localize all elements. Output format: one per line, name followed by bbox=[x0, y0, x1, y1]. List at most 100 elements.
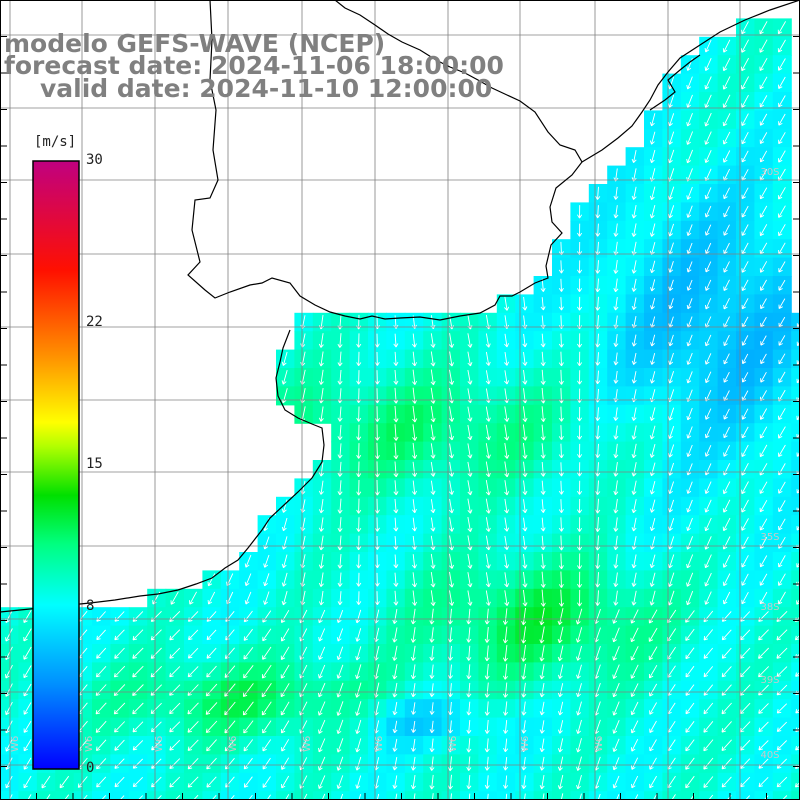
wind-arrow bbox=[393, 461, 399, 478]
wind-arrow bbox=[558, 425, 564, 440]
wind-arrow bbox=[504, 572, 510, 588]
wind-arrow bbox=[668, 444, 675, 458]
wind-arrow bbox=[539, 607, 545, 626]
wind-arrow bbox=[356, 554, 362, 569]
wind-arrow bbox=[337, 498, 343, 514]
wind-arrow bbox=[649, 720, 657, 733]
wind-arrow bbox=[557, 683, 564, 698]
wind-arrow bbox=[23, 646, 32, 660]
wind-arrow bbox=[686, 334, 693, 347]
wind-arrow bbox=[412, 461, 418, 477]
wind-arrow bbox=[466, 608, 472, 625]
wind-arrow bbox=[668, 94, 675, 108]
wind-arrow bbox=[466, 645, 472, 661]
wind-arrow bbox=[686, 352, 693, 365]
wind-arrow bbox=[336, 682, 344, 698]
wind-arrow bbox=[703, 721, 714, 733]
wind-arrow bbox=[410, 664, 416, 680]
wind-arrow bbox=[392, 664, 398, 680]
wind-arrow bbox=[266, 794, 271, 800]
wind-arrow bbox=[504, 424, 510, 441]
wind-arrow bbox=[704, 131, 712, 145]
wind-arrow bbox=[467, 461, 473, 477]
wind-arrow bbox=[723, 334, 730, 347]
wind-arrow bbox=[758, 629, 769, 641]
wind-arrow bbox=[356, 351, 362, 367]
wind-arrow bbox=[411, 333, 417, 348]
wind-arrow bbox=[523, 793, 526, 800]
wind-arrow bbox=[649, 554, 656, 569]
wind-arrow bbox=[758, 740, 769, 751]
wind-arrow bbox=[723, 224, 730, 236]
wind-arrow bbox=[741, 555, 749, 568]
wind-arrow bbox=[64, 794, 70, 800]
wind-arrow bbox=[686, 444, 693, 457]
wind-arrow bbox=[466, 682, 472, 698]
wind-arrow bbox=[392, 701, 398, 716]
wind-arrow bbox=[777, 21, 786, 35]
wind-arrow bbox=[597, 793, 601, 800]
wind-arrow bbox=[778, 95, 786, 108]
wind-arrow bbox=[649, 149, 656, 164]
wind-speed-cell bbox=[294, 791, 314, 800]
wind-arrow bbox=[703, 666, 714, 678]
wind-arrow bbox=[686, 242, 693, 255]
wind-arrow bbox=[206, 629, 217, 641]
wind-arrow bbox=[577, 260, 583, 274]
wind-arrow bbox=[648, 646, 658, 661]
wind-speed-cell bbox=[73, 791, 93, 800]
wind-arrow bbox=[577, 296, 583, 311]
wind-arrow bbox=[430, 406, 436, 423]
wind-arrow bbox=[741, 481, 749, 495]
wind-arrow bbox=[613, 260, 619, 274]
wind-speed-cell bbox=[368, 791, 387, 800]
wind-arrow bbox=[758, 776, 769, 788]
wind-arrow bbox=[356, 461, 362, 478]
wind-arrow bbox=[741, 536, 749, 550]
wind-arrow bbox=[374, 535, 380, 550]
wind-arrow bbox=[392, 627, 398, 643]
wind-arrow bbox=[612, 757, 620, 771]
wind-arrow bbox=[96, 776, 107, 788]
wind-arrow bbox=[376, 793, 380, 800]
wind-speed-cell bbox=[202, 791, 222, 800]
wind-arrow bbox=[242, 701, 254, 716]
wind-arrow bbox=[411, 480, 418, 495]
wind-arrow bbox=[557, 720, 564, 734]
wind-arrow bbox=[649, 757, 657, 770]
wind-arrow bbox=[262, 757, 271, 770]
wind-arrow bbox=[685, 702, 695, 715]
wind-arrow bbox=[778, 444, 786, 458]
wind-speed-cell bbox=[331, 791, 351, 800]
wind-arrow bbox=[467, 480, 473, 496]
wind-arrow bbox=[723, 187, 731, 200]
wind-arrow bbox=[281, 554, 288, 569]
wind-arrow bbox=[612, 609, 620, 624]
wind-arrow bbox=[758, 666, 770, 678]
wind-arrow bbox=[411, 517, 417, 532]
wind-arrow bbox=[484, 663, 490, 680]
wind-arrow bbox=[577, 553, 583, 570]
wind-arrow bbox=[355, 738, 362, 753]
wind-arrow bbox=[484, 756, 490, 771]
wind-arrow bbox=[741, 372, 749, 383]
wind-arrow bbox=[137, 795, 144, 800]
wind-arrow bbox=[504, 352, 510, 366]
wind-arrow bbox=[686, 371, 693, 384]
wind-arrow bbox=[778, 113, 786, 126]
wind-arrow bbox=[23, 683, 32, 697]
wind-arrow bbox=[759, 95, 768, 108]
wind-arrow bbox=[778, 408, 786, 421]
wind-arrow bbox=[613, 425, 619, 440]
wind-arrow bbox=[540, 499, 546, 513]
wind-arrow bbox=[722, 554, 731, 568]
wind-arrow bbox=[759, 39, 768, 53]
wind-arrow bbox=[668, 499, 675, 513]
wind-arrow bbox=[704, 591, 712, 605]
wind-arrow bbox=[430, 480, 436, 495]
wind-arrow bbox=[723, 261, 730, 273]
wind-arrow bbox=[649, 443, 656, 458]
wind-arrow bbox=[355, 775, 362, 789]
longitude-label: W6 bbox=[10, 736, 21, 752]
wind-speed-cell bbox=[791, 772, 800, 792]
